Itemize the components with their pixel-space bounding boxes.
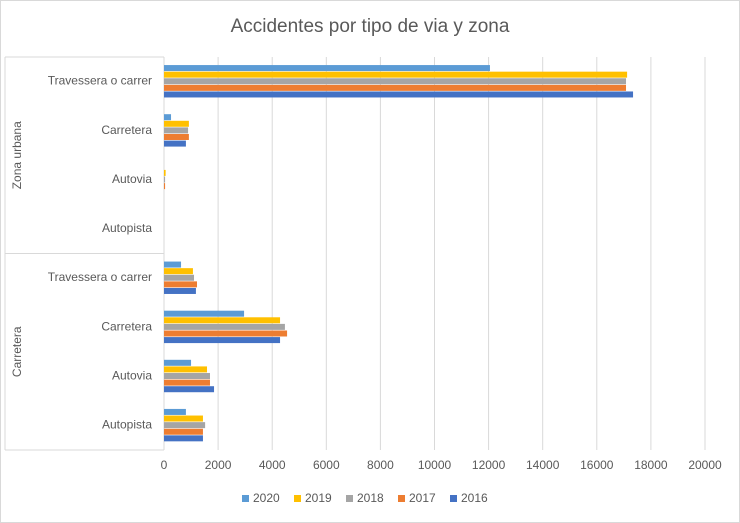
legend-swatch — [242, 495, 249, 502]
bar — [164, 261, 182, 268]
x-tick-label: 10000 — [418, 458, 452, 472]
y-tick-label: Autovia — [112, 368, 152, 382]
bar — [164, 287, 196, 294]
bar — [164, 422, 206, 429]
bar — [164, 330, 288, 337]
bar — [164, 127, 189, 134]
legend-swatch — [346, 495, 353, 502]
x-tick-label: 0 — [161, 458, 168, 472]
legend-swatch — [398, 495, 405, 502]
legend-swatch — [450, 495, 457, 502]
bar — [164, 323, 285, 330]
chart-title: Accidentes por tipo de via y zona — [231, 16, 510, 37]
bar — [164, 120, 189, 127]
y-tick-label: Travessera o carrer — [48, 270, 152, 284]
y-tick-label: Autopista — [102, 418, 152, 432]
x-tick-label: 8000 — [367, 458, 394, 472]
bar — [164, 337, 281, 344]
bar — [164, 366, 208, 373]
legend-label: 2016 — [461, 491, 488, 505]
bar — [164, 91, 634, 98]
legend-swatch — [294, 495, 301, 502]
bar — [164, 84, 627, 91]
y-tick-label: Travessera o carrer — [48, 74, 152, 88]
bar — [164, 183, 166, 190]
bar — [164, 169, 166, 176]
x-tick-label: 6000 — [313, 458, 340, 472]
legend-label: 2018 — [357, 491, 384, 505]
bar — [164, 281, 198, 288]
x-tick-label: 2000 — [205, 458, 232, 472]
bar — [164, 428, 203, 435]
x-tick-label: 16000 — [580, 458, 614, 472]
y-tick-label: Autovia — [112, 172, 152, 186]
bar — [164, 359, 192, 366]
bar — [164, 415, 203, 422]
x-tick-label: 14000 — [526, 458, 560, 472]
y-tick-label: Carretera — [101, 319, 152, 333]
bar — [164, 114, 172, 121]
bar — [164, 140, 186, 147]
bar — [164, 133, 189, 140]
legend-label: 2020 — [253, 491, 280, 505]
bar — [164, 386, 215, 393]
legend-label: 2019 — [305, 491, 332, 505]
bar — [164, 435, 203, 442]
group-label: Zona urbana — [10, 121, 24, 189]
y-tick-label: Carretera — [101, 123, 152, 137]
bar — [164, 379, 210, 386]
x-tick-label: 20000 — [688, 458, 722, 472]
bar — [164, 65, 490, 72]
legend-label: 2017 — [409, 491, 436, 505]
x-tick-label: 18000 — [634, 458, 668, 472]
bar — [164, 176, 166, 183]
bar — [164, 71, 628, 78]
bar — [164, 408, 186, 415]
y-tick-label: Autopista — [102, 221, 152, 235]
x-tick-label: 4000 — [259, 458, 286, 472]
bar — [164, 373, 210, 380]
bar — [164, 274, 195, 281]
bar — [164, 268, 193, 275]
group-label: Carretera — [10, 326, 24, 377]
bar — [164, 317, 281, 324]
bar — [164, 78, 627, 85]
x-tick-label: 12000 — [472, 458, 506, 472]
bar — [164, 310, 245, 317]
